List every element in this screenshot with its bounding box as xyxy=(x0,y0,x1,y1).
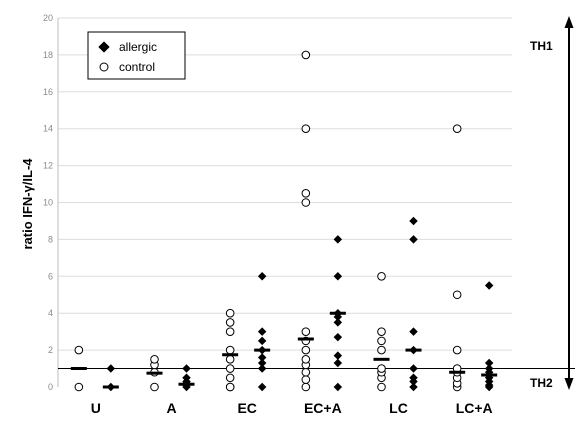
control-point xyxy=(74,345,84,355)
legend: allergic control xyxy=(87,31,186,80)
y-tick-label: 18 xyxy=(43,50,53,60)
control-point xyxy=(452,124,462,133)
control-point xyxy=(301,375,311,384)
control-point xyxy=(301,327,311,336)
y-tick-label: 0 xyxy=(48,382,53,392)
y-axis-label: ratio IFN-γ/IL-4 xyxy=(20,158,35,250)
control-point xyxy=(225,355,235,364)
th-arrow xyxy=(564,16,574,390)
control-point xyxy=(301,355,311,364)
y-tick-label: 8 xyxy=(48,234,53,244)
control-point xyxy=(377,327,386,336)
y-tick-label: 10 xyxy=(43,198,53,208)
x-category-label: A xyxy=(166,400,176,416)
control-point xyxy=(225,327,235,336)
control-point xyxy=(377,382,386,392)
allergic-point xyxy=(182,373,191,383)
y-tick-label: 20 xyxy=(43,13,53,23)
th2-annotation: TH2 xyxy=(530,376,553,390)
allergic-point xyxy=(257,327,267,336)
y-tick-label: 12 xyxy=(43,161,53,171)
gridlines xyxy=(58,17,512,351)
control-point xyxy=(301,198,311,207)
x-category-label: EC xyxy=(237,400,256,416)
control-point xyxy=(225,345,235,355)
control-point xyxy=(377,345,386,355)
allergic-point xyxy=(409,216,418,226)
allergic-point xyxy=(257,336,267,346)
legend-circle-icon xyxy=(99,62,109,72)
allergic-point xyxy=(333,235,343,244)
control-point xyxy=(301,124,311,133)
allergic-point xyxy=(106,364,116,373)
control-point xyxy=(377,336,386,346)
control-point xyxy=(225,308,235,318)
median-bars xyxy=(70,311,498,389)
control-point xyxy=(377,364,386,373)
allergic-point xyxy=(333,351,343,360)
allergic-point xyxy=(409,327,418,336)
allergic-point xyxy=(484,281,494,290)
th-arrow-up-head xyxy=(564,16,574,28)
x-category-label: LC+A xyxy=(456,400,493,416)
allergic-point xyxy=(409,235,418,244)
data-points xyxy=(74,50,494,392)
control-point xyxy=(150,382,159,392)
legend-label-control: control xyxy=(119,60,155,74)
control-point xyxy=(74,382,84,392)
control-point xyxy=(225,318,235,327)
allergic-point xyxy=(333,318,343,327)
y-tick-label: 6 xyxy=(48,271,53,281)
y-tick-label: 14 xyxy=(43,124,53,134)
control-point xyxy=(377,272,386,281)
control-point xyxy=(301,367,311,377)
allergic-point xyxy=(257,382,267,392)
allergic-point xyxy=(333,272,343,281)
allergic-point xyxy=(409,364,418,373)
allergic-point xyxy=(409,373,418,383)
allergic-point xyxy=(257,358,267,368)
y-tick-label: 16 xyxy=(43,87,53,97)
control-point xyxy=(301,50,311,60)
allergic-point xyxy=(333,358,343,368)
control-point xyxy=(225,382,235,392)
allergic-point xyxy=(257,364,267,373)
y-tick-label: 4 xyxy=(48,308,53,318)
x-category-label: U xyxy=(91,400,101,416)
y-tick-label: 2 xyxy=(48,345,53,355)
control-point xyxy=(225,373,235,383)
control-point xyxy=(225,364,235,373)
allergic-point xyxy=(333,332,343,342)
legend-label-allergic: allergic xyxy=(119,40,157,54)
allergic-point xyxy=(333,382,343,392)
x-category-label: EC+A xyxy=(304,400,342,416)
control-point xyxy=(301,345,311,355)
control-point xyxy=(452,345,462,355)
y-axis-label-group: ratio IFN-γ/IL-4 xyxy=(20,158,35,250)
control-point xyxy=(452,290,462,300)
allergic-point xyxy=(257,272,267,281)
y-axis-ticks: 0 2 4 6 8 10 12 14 16 18 20 xyxy=(43,13,53,392)
legend-diamond-icon xyxy=(98,41,110,53)
control-point xyxy=(301,382,311,392)
th1-annotation: TH1 xyxy=(530,39,553,53)
control-point xyxy=(150,355,159,364)
th-arrow-down-head xyxy=(564,378,574,390)
allergic-point xyxy=(484,358,494,368)
control-point xyxy=(301,188,311,198)
allergic-point xyxy=(484,364,494,373)
allergic-point xyxy=(182,364,191,373)
allergic-point xyxy=(257,353,267,362)
x-category-label: LC xyxy=(389,400,408,416)
x-axis-categories: U A EC EC+A LC LC+A xyxy=(91,400,493,416)
allergic-point xyxy=(409,382,418,392)
